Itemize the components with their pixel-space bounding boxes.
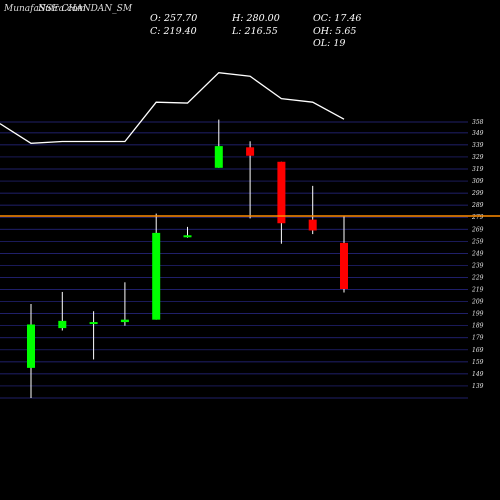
close-value: C: 219.40 xyxy=(150,26,197,37)
bear-candle-body xyxy=(308,219,317,231)
chart-title: NSE CHANDAN_SM xyxy=(37,4,133,14)
candles-layer xyxy=(27,119,348,398)
y-tick-label: 319 xyxy=(472,166,484,173)
grid-lines xyxy=(0,121,468,399)
y-tick-label: 309 xyxy=(472,178,484,185)
watermark-text: MunafaSutra.com xyxy=(3,4,86,14)
bull-candle-body xyxy=(89,322,98,325)
y-tick-label: 349 xyxy=(472,130,484,137)
y-tick-label: 239 xyxy=(471,262,484,269)
y-tick-label: 269 xyxy=(471,226,484,233)
y-tick-label: 339 xyxy=(472,142,484,149)
bull-candle-body xyxy=(183,235,192,238)
y-tick-label: 358 xyxy=(472,119,484,126)
overlay-line-layer xyxy=(0,72,345,144)
bull-candle-body xyxy=(214,146,223,168)
bull-candle-body xyxy=(152,232,161,320)
oc-value: OC: 17.46 xyxy=(313,13,361,24)
y-tick-label: 289 xyxy=(471,202,484,209)
y-tick-label: 329 xyxy=(472,154,484,161)
bull-candle-body xyxy=(27,324,35,368)
bear-candle-body xyxy=(277,161,286,224)
y-tick-label: 199 xyxy=(472,311,484,318)
y-tick-label: 229 xyxy=(471,274,484,281)
open-value: O: 257.70 xyxy=(150,13,197,24)
y-tick-label: 159 xyxy=(472,359,484,366)
oh-value: OH: 5.65 xyxy=(313,26,356,37)
bear-candle-body xyxy=(246,147,255,156)
overlay-line xyxy=(0,72,345,144)
y-tick-label: 189 xyxy=(472,323,484,330)
y-tick-label: 179 xyxy=(472,335,484,342)
y-tick-label: 139 xyxy=(472,383,484,390)
high-value: H: 280.00 xyxy=(231,13,280,24)
bull-candle-body xyxy=(120,319,129,323)
y-tick-label: 259 xyxy=(471,238,484,245)
y-tick-label: 149 xyxy=(472,371,484,378)
y-tick-label: 279 xyxy=(471,214,484,221)
y-tick-label: 299 xyxy=(471,190,484,197)
low-value: L: 216.55 xyxy=(231,26,278,37)
y-tick-label: 209 xyxy=(471,299,484,306)
y-tick-label: 169 xyxy=(472,347,484,354)
y-tick-label: 219 xyxy=(471,287,484,294)
bull-candle-body xyxy=(58,320,67,329)
y-tick-label: 249 xyxy=(471,250,484,257)
ol-value: OL: 19 xyxy=(313,38,345,49)
bear-candle-body xyxy=(340,242,348,290)
y-axis-ticks: 139 149 159 169 179 189 199 209 219 229 239 249 259 2… xyxy=(471,119,484,390)
